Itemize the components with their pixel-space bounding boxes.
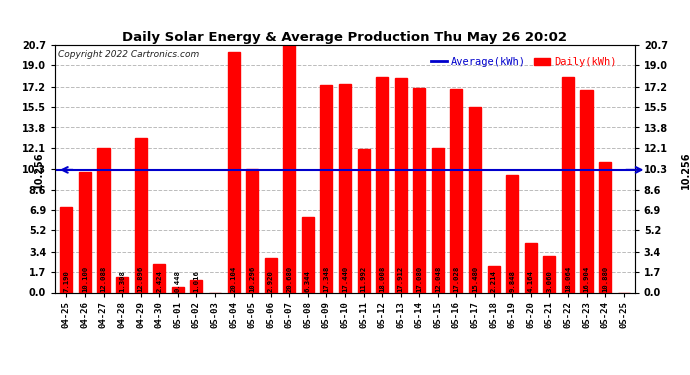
Bar xyxy=(488,266,500,292)
Bar xyxy=(116,277,128,292)
Text: 17.028: 17.028 xyxy=(453,266,460,292)
Bar xyxy=(357,149,370,292)
Bar xyxy=(228,52,239,292)
Text: 1.016: 1.016 xyxy=(193,270,199,292)
Text: 10.256: 10.256 xyxy=(34,151,43,189)
Bar xyxy=(172,287,184,292)
Legend: Average(kWh), Daily(kWh): Average(kWh), Daily(kWh) xyxy=(427,53,621,71)
Bar xyxy=(562,76,574,292)
Bar xyxy=(60,207,72,292)
Bar xyxy=(302,217,314,292)
Text: 9.848: 9.848 xyxy=(509,270,515,292)
Text: 20.104: 20.104 xyxy=(230,266,237,292)
Text: 2.424: 2.424 xyxy=(156,270,162,292)
Bar xyxy=(135,138,147,292)
Text: 12.896: 12.896 xyxy=(137,266,144,292)
Bar xyxy=(451,89,462,292)
Bar xyxy=(320,85,333,292)
Bar xyxy=(506,175,518,292)
Text: 12.048: 12.048 xyxy=(435,266,441,292)
Text: 17.348: 17.348 xyxy=(324,266,329,292)
Text: 15.480: 15.480 xyxy=(472,266,478,292)
Text: 12.088: 12.088 xyxy=(101,266,106,292)
Text: 10.256: 10.256 xyxy=(681,151,690,189)
Text: 0.448: 0.448 xyxy=(175,270,181,292)
Text: 2.214: 2.214 xyxy=(491,270,497,292)
Bar xyxy=(413,88,425,292)
Bar xyxy=(246,170,258,292)
Bar xyxy=(580,90,593,292)
Text: 6.344: 6.344 xyxy=(305,270,311,292)
Text: 11.992: 11.992 xyxy=(361,266,366,292)
Bar xyxy=(265,258,277,292)
Text: 10.296: 10.296 xyxy=(249,266,255,292)
Text: 3.060: 3.060 xyxy=(546,270,553,292)
Text: 4.164: 4.164 xyxy=(528,270,534,292)
Bar xyxy=(153,264,166,292)
Text: 10.880: 10.880 xyxy=(602,266,608,292)
Text: 18.008: 18.008 xyxy=(379,266,385,292)
Bar xyxy=(599,162,611,292)
Text: 16.904: 16.904 xyxy=(584,266,589,292)
Text: 2.920: 2.920 xyxy=(268,270,274,292)
Text: 1.308: 1.308 xyxy=(119,270,125,292)
Text: Copyright 2022 Cartronics.com: Copyright 2022 Cartronics.com xyxy=(58,50,199,59)
Text: 7.190: 7.190 xyxy=(63,270,70,292)
Bar xyxy=(543,256,555,292)
Title: Daily Solar Energy & Average Production Thu May 26 20:02: Daily Solar Energy & Average Production … xyxy=(123,31,567,44)
Bar xyxy=(190,280,202,292)
Bar xyxy=(524,243,537,292)
Text: 20.680: 20.680 xyxy=(286,266,293,292)
Bar xyxy=(376,77,388,292)
Bar xyxy=(283,45,295,292)
Text: 18.064: 18.064 xyxy=(565,266,571,292)
Bar xyxy=(79,172,91,292)
Text: 17.080: 17.080 xyxy=(416,266,422,292)
Bar xyxy=(339,84,351,292)
Text: 17.912: 17.912 xyxy=(397,266,404,292)
Bar xyxy=(432,148,444,292)
Bar xyxy=(97,148,110,292)
Text: 17.440: 17.440 xyxy=(342,266,348,292)
Text: 10.100: 10.100 xyxy=(82,266,88,292)
Bar xyxy=(469,107,481,292)
Bar xyxy=(395,78,407,292)
